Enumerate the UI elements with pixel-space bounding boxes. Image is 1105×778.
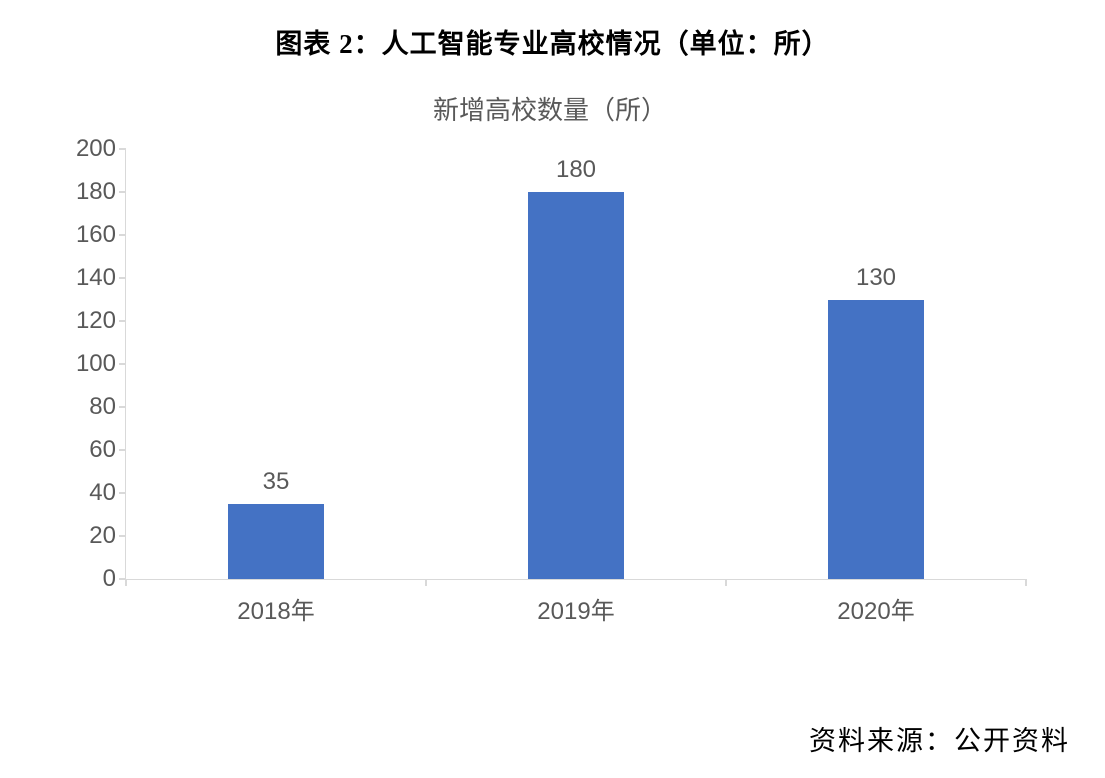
y-tick-mark <box>119 234 126 236</box>
y-tick-label: 80 <box>89 393 116 421</box>
plot-area: 0204060801001201401601802002018年352019年1… <box>125 150 1025 580</box>
bar-value-label: 130 <box>856 264 896 292</box>
y-tick-label: 40 <box>89 479 116 507</box>
x-tick-mark <box>125 579 127 586</box>
x-tick-label: 2019年 <box>537 591 614 626</box>
source-label: 资料来源：公开资料 <box>809 719 1070 758</box>
y-tick-label: 180 <box>76 178 116 206</box>
y-tick-label: 120 <box>76 307 116 335</box>
y-tick-mark <box>119 277 126 279</box>
y-tick-label: 0 <box>103 565 116 593</box>
legend-label: 新增高校数量（所） <box>433 90 667 127</box>
y-tick-mark <box>119 492 126 494</box>
bar: 35 <box>228 504 324 579</box>
y-tick-label: 20 <box>89 522 116 550</box>
x-tick-label: 2020年 <box>837 591 914 626</box>
bar: 130 <box>828 300 924 580</box>
y-tick-mark <box>119 449 126 451</box>
y-tick-mark <box>119 535 126 537</box>
y-tick-mark <box>119 406 126 408</box>
x-tick-label: 2018年 <box>237 591 314 626</box>
chart-title: 图表 2：人工智能专业高校情况（单位：所） <box>0 0 1105 61</box>
x-tick-mark <box>1025 579 1027 586</box>
y-tick-mark <box>119 148 126 150</box>
y-tick-mark <box>119 191 126 193</box>
y-tick-label: 140 <box>76 264 116 292</box>
y-tick-mark <box>119 320 126 322</box>
y-tick-label: 100 <box>76 350 116 378</box>
chart-container: 新增高校数量（所） 020406080100120140160180200201… <box>45 90 1055 650</box>
bar-value-label: 180 <box>556 156 596 184</box>
y-tick-label: 200 <box>76 135 116 163</box>
y-tick-label: 160 <box>76 221 116 249</box>
bar-value-label: 35 <box>263 468 290 496</box>
y-tick-mark <box>119 363 126 365</box>
bar: 180 <box>528 192 624 579</box>
x-tick-mark <box>425 579 427 586</box>
y-tick-label: 60 <box>89 436 116 464</box>
x-tick-mark <box>725 579 727 586</box>
